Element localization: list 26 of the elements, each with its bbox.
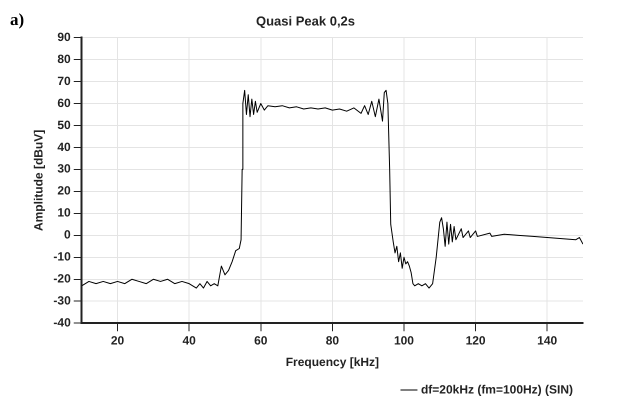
- y-tick-label: 20: [57, 184, 72, 198]
- x-tick-label: 60: [254, 334, 268, 348]
- x-tick-label: 140: [537, 334, 558, 348]
- y-tick-label: 10: [57, 206, 72, 220]
- y-tick-label: -40: [53, 316, 72, 330]
- x-tick-label: 40: [182, 334, 196, 348]
- y-tick-label: 40: [57, 140, 72, 154]
- y-tick-label: 30: [57, 162, 72, 176]
- x-tick-label: 100: [394, 334, 414, 348]
- y-tick-label: -30: [53, 294, 72, 308]
- x-tick-label: 20: [110, 334, 125, 348]
- y-tick-label: -20: [53, 272, 72, 286]
- y-tick-label: 70: [57, 74, 72, 88]
- x-tick-label: 80: [326, 334, 340, 348]
- y-tick-label: 90: [57, 30, 72, 44]
- y-tick-label: -10: [53, 250, 72, 264]
- y-tick-label: 50: [57, 118, 72, 132]
- legend-label: df=20kHz (fm=100Hz) (SIN): [420, 382, 574, 396]
- y-tick-label: 0: [64, 228, 72, 242]
- y-axis-title: Amplitude [dBuV]: [32, 130, 46, 232]
- text: a): [10, 10, 24, 30]
- x-axis-title: Frequency [kHz]: [286, 355, 380, 370]
- y-tick-label: 60: [57, 96, 72, 110]
- y-tick-label: 80: [57, 52, 72, 66]
- x-tick-label: 120: [466, 334, 486, 348]
- chart-title: Quasi Peak 0,2s: [256, 13, 356, 28]
